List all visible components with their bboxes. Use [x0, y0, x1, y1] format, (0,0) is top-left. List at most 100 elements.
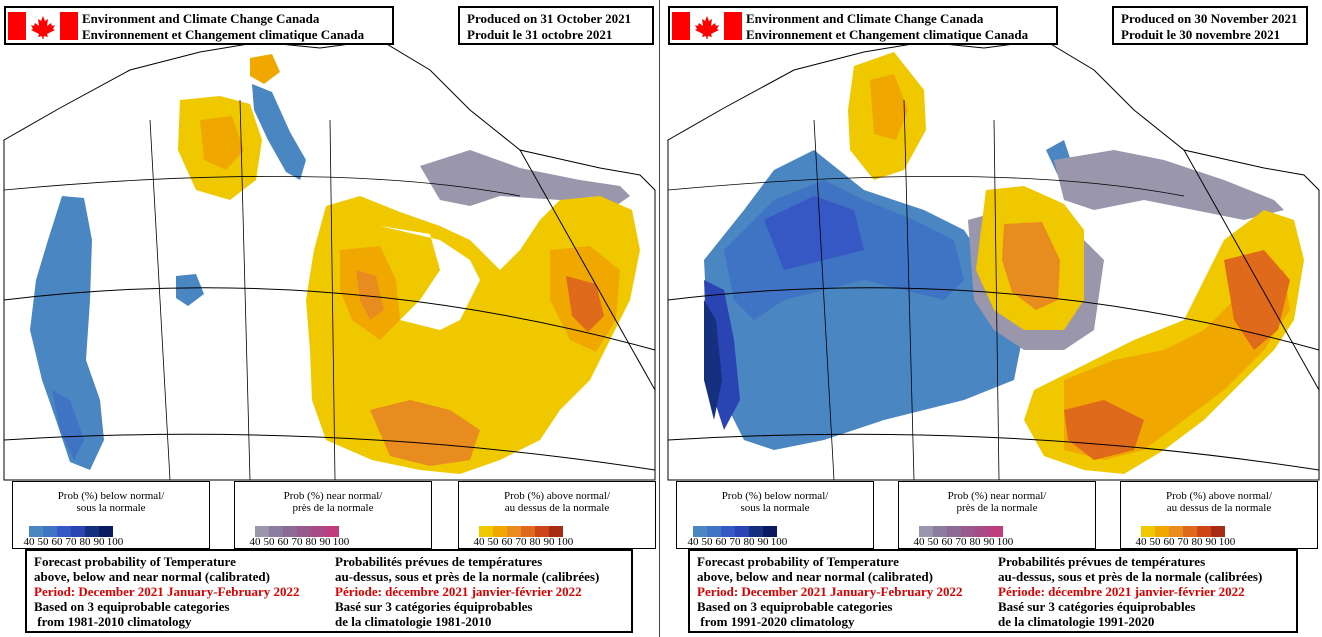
tick-label: 80: [743, 536, 755, 548]
tick-label: 90: [543, 536, 555, 548]
tick-label: 100: [556, 536, 574, 548]
description-fr: Probabilités prévues de températures au-…: [335, 554, 599, 629]
legend-below-title-en: Prob (%) below normal/: [721, 490, 829, 502]
forecast-panel-november: Environment and Climate Change Canada En…: [664, 0, 1322, 637]
legend-below-swatches: [693, 524, 777, 537]
swatch: [283, 526, 297, 537]
swatch: [1169, 526, 1183, 537]
legend-above-title-en: Prob (%) above normal/: [1166, 490, 1272, 502]
swatch: [735, 526, 749, 537]
tick-label: 40: [913, 536, 925, 548]
swatch: [43, 526, 57, 537]
legend-below-title-fr: sous la normale: [740, 502, 810, 514]
agency-name-fr: Environnement et Changement climatique C…: [82, 27, 365, 42]
legend-near-swatches: [255, 524, 339, 537]
desc-en-line2: above, below and near normal (calibrated…: [34, 569, 270, 584]
swatch: [71, 526, 85, 537]
forecast-description-box: Forecast probability of Temperature abov…: [688, 549, 1298, 633]
desc-fr-line1: Probabilités prévues de températures: [998, 554, 1206, 569]
tick-label: 100: [1218, 536, 1236, 548]
desc-en-line1: Forecast probability of Temperature: [34, 554, 236, 569]
tick-label: 100: [996, 536, 1014, 548]
tick-label: 50: [1149, 536, 1161, 548]
tick-label: 60: [51, 536, 63, 548]
tick-label: 100: [770, 536, 788, 548]
legend-above-normal: Prob (%) above normal/ au dessus de la n…: [458, 481, 656, 549]
desc-en-period: Period: December 2021 January-February 2…: [697, 584, 963, 599]
legend-above-title-fr: au dessus de la normale: [504, 502, 610, 514]
produced-date-en: Produced on 31 October 2021: [467, 11, 632, 26]
tick-label: 50: [263, 536, 275, 548]
desc-fr-period: Période: décembre 2021 janvier-février 2…: [335, 584, 582, 599]
swatch: [1183, 526, 1197, 537]
legend-below-normal: Prob (%) below normal/ sous la normale 4…: [676, 481, 874, 549]
swatch: [1211, 526, 1225, 537]
tick-label: 60: [715, 536, 727, 548]
desc-fr-period: Période: décembre 2021 janvier-février 2…: [998, 584, 1245, 599]
description-fr: Probabilités prévues de températures au-…: [998, 554, 1262, 629]
legend-below-normal: Prob (%) below normal/ sous la normale 4…: [12, 481, 210, 549]
swatch: [29, 526, 43, 537]
forecast-panel-october: Environment and Climate Change Canada En…: [0, 0, 658, 637]
legend-above-title-en: Prob (%) above normal/: [504, 490, 610, 502]
description-en: Forecast probability of Temperature abov…: [697, 554, 962, 629]
agency-name-en: Environment and Climate Change Canada: [82, 11, 320, 26]
swatch: [99, 526, 113, 537]
forecast-map-october: [3, 39, 656, 481]
desc-en-line2: above, below and near normal (calibrated…: [697, 569, 933, 584]
swatch: [947, 526, 961, 537]
swatch: [919, 526, 933, 537]
tick-label: 60: [277, 536, 289, 548]
tick-label: 60: [1163, 536, 1175, 548]
agency-box: Environment and Climate Change Canada En…: [668, 6, 1058, 45]
swatch: [749, 526, 763, 537]
tick-label: 50: [927, 536, 939, 548]
tick-label: 40: [249, 536, 261, 548]
tick-label: 90: [983, 536, 995, 548]
desc-fr-line4: Basé sur 3 catégories équiprobables: [335, 599, 533, 614]
swatch: [707, 526, 721, 537]
tick-label: 60: [941, 536, 953, 548]
canada-flag-icon: [672, 12, 742, 40]
swatch: [255, 526, 269, 537]
tick-label: 80: [1191, 536, 1203, 548]
desc-fr-line5: de la climatologie 1991-2020: [998, 614, 1155, 629]
desc-en-line4: Based on 3 equiprobable categories: [697, 599, 893, 614]
tick-label: 40: [687, 536, 699, 548]
tick-label: 70: [1177, 536, 1189, 548]
tick-label: 90: [1205, 536, 1217, 548]
swatch: [1155, 526, 1169, 537]
legend-near-swatches: [919, 524, 1003, 537]
legend-near-title-fr: près de la normale: [292, 502, 374, 514]
produced-date-fr: Produit le 30 novembre 2021: [1121, 27, 1281, 42]
swatch: [57, 526, 71, 537]
swatch: [549, 526, 563, 537]
tick-label: 50: [487, 536, 499, 548]
desc-fr-line2: au-dessus, sous et près de la normale (c…: [335, 569, 600, 584]
tick-label: 90: [319, 536, 331, 548]
legend-below-swatches: [29, 524, 113, 537]
tick-label: 90: [93, 536, 105, 548]
legend-near-normal: Prob (%) near normal/ près de la normale…: [234, 481, 432, 549]
desc-en-period: Period: December 2021 January-February 2…: [34, 584, 300, 599]
tick-label: 50: [701, 536, 713, 548]
desc-fr-line2: au-dessus, sous et près de la normale (c…: [998, 569, 1263, 584]
swatch: [325, 526, 339, 537]
swatch: [721, 526, 735, 537]
swatch: [85, 526, 99, 537]
agency-name-en: Environment and Climate Change Canada: [746, 11, 984, 26]
legend-above-swatches: [479, 524, 563, 537]
desc-en-line5: from 1991-2020 climatology: [697, 614, 855, 629]
legend-near-title-en: Prob (%) near normal/: [283, 490, 383, 502]
produced-date-en: Produced on 30 November 2021: [1121, 11, 1298, 26]
tick-label: 70: [729, 536, 741, 548]
production-date-box: Produced on 31 October 2021 Produit le 3…: [458, 6, 654, 45]
tick-label: 70: [65, 536, 77, 548]
legend-near-title-en: Prob (%) near normal/: [947, 490, 1047, 502]
description-en: Forecast probability of Temperature abov…: [34, 554, 299, 629]
desc-en-line5: from 1981-2010 climatology: [34, 614, 192, 629]
swatch: [961, 526, 975, 537]
tick-label: 80: [305, 536, 317, 548]
swatch: [269, 526, 283, 537]
legend-above-swatches: [1141, 524, 1225, 537]
